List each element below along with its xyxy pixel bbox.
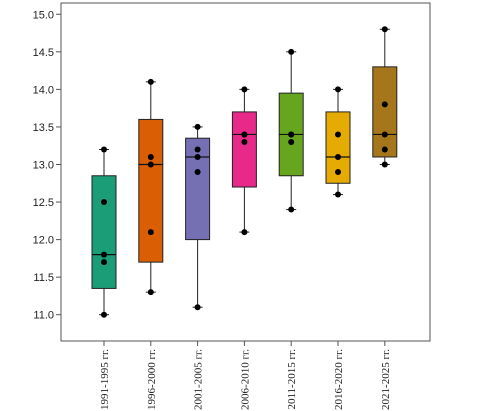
data-point — [381, 131, 388, 138]
x-tick-label: 1991-1995 гг. — [99, 349, 111, 410]
data-point — [335, 191, 341, 198]
data-point — [241, 138, 248, 145]
y-tick-label: 14.0 — [33, 84, 54, 96]
data-point — [194, 304, 201, 311]
box-group — [278, 48, 304, 213]
data-point — [288, 138, 295, 145]
data-point — [241, 131, 248, 138]
x-tick-label: 2021-2025 гг. — [380, 349, 392, 410]
y-axis: 11.0 11.5 12.0 12.5 13.0 13.5 14.0 14.5 15.0 — [33, 9, 61, 322]
x-tick-label: 2016-2020 гг. — [333, 349, 345, 410]
data-point — [101, 251, 107, 258]
y-tick-label: 11.5 — [33, 272, 54, 284]
data-point — [101, 259, 107, 266]
x-tick-label: 2006-2010 гг. — [239, 349, 251, 410]
data-point — [288, 131, 295, 138]
data-point — [194, 169, 201, 175]
x-tick-label: 2001-2005 гг. — [193, 349, 205, 410]
data-point — [381, 26, 388, 33]
data-point — [335, 86, 341, 93]
y-tick-label: 12.5 — [33, 197, 54, 209]
data-point — [147, 161, 154, 168]
data-point — [288, 206, 295, 213]
data-point — [147, 78, 154, 85]
data-point — [194, 146, 201, 153]
y-tick-label: 15.0 — [33, 9, 54, 21]
data-point — [381, 161, 388, 168]
y-tick-label: 14.5 — [33, 47, 54, 59]
data-point — [101, 311, 107, 318]
data-point — [147, 289, 154, 296]
x-tick-label: 2011-2015 гг. — [286, 349, 298, 410]
box-group — [185, 123, 211, 311]
y-tick-label: 11.0 — [33, 310, 54, 322]
box-group — [372, 26, 398, 168]
data-point — [335, 169, 341, 175]
data-point — [335, 153, 341, 160]
data-point — [241, 229, 248, 236]
x-tick-label: 1996-2000 гг. — [146, 349, 158, 410]
data-point — [147, 229, 154, 236]
data-point — [147, 153, 154, 160]
data-point — [335, 131, 341, 138]
box-iqr — [91, 175, 117, 289]
boxes-layer — [91, 26, 398, 318]
x-axis: 1991-1995 гг. 1996-2000 гг. 2001-2005 гг. 2… — [99, 341, 392, 410]
data-point — [381, 146, 388, 153]
box-iqr — [185, 137, 211, 241]
y-tick-label: 12.0 — [33, 235, 54, 247]
box-group — [138, 78, 164, 296]
box-group — [231, 86, 257, 236]
data-point — [101, 146, 107, 153]
y-tick-label: 13.0 — [33, 159, 54, 171]
data-point — [194, 123, 201, 130]
data-point — [381, 101, 388, 108]
data-point — [288, 48, 295, 55]
box-iqr — [138, 118, 164, 263]
data-point — [241, 86, 248, 93]
box-iqr — [372, 66, 398, 158]
data-point — [194, 153, 201, 160]
data-point — [101, 199, 107, 206]
y-tick-label: 13.5 — [33, 122, 54, 134]
box-group — [325, 86, 351, 198]
box-iqr — [231, 111, 257, 188]
box-group — [91, 146, 117, 318]
